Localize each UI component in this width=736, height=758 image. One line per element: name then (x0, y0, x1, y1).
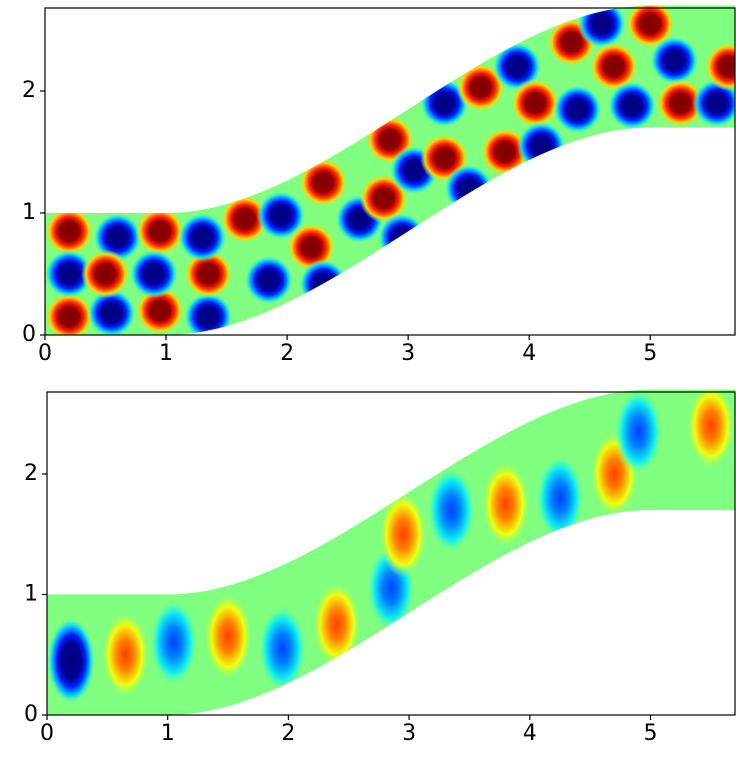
field-spot (87, 288, 136, 336)
x-tick-label: 3 (402, 721, 416, 746)
field-spot (456, 62, 506, 112)
x-tick-label: 1 (161, 721, 175, 746)
field-spot (184, 292, 233, 336)
x-tick-label: 4 (523, 721, 537, 746)
x-tick-label: 5 (643, 341, 657, 366)
field-spot (510, 78, 560, 128)
field-spot (516, 121, 566, 171)
x-tick-label: 4 (522, 341, 536, 366)
field-spot (135, 206, 185, 256)
field-spot (135, 286, 185, 335)
field-spot (203, 593, 253, 681)
field-spot (312, 581, 361, 668)
plot-panel: 0 1 2 3 4 5 0 1 2 (24, 389, 736, 746)
x-tick-label: 1 (159, 341, 173, 366)
field-spot (81, 249, 130, 299)
field-spot (286, 222, 336, 272)
y-tick-label: 0 (22, 322, 36, 347)
field-spot (650, 36, 699, 85)
field-spot (184, 249, 233, 299)
field-spot (577, 5, 627, 49)
field-spot (614, 389, 663, 476)
field-spot (444, 164, 494, 213)
field-spot (299, 259, 348, 309)
field-layer (45, 5, 735, 336)
field-spot (553, 84, 603, 134)
field-spot (258, 605, 307, 693)
field-spot (256, 191, 306, 240)
field-spot (177, 212, 227, 262)
field-spot (149, 599, 198, 687)
field-spot (45, 292, 94, 336)
field-spot (589, 42, 639, 91)
field-spot (625, 5, 675, 49)
field-spot (692, 78, 735, 128)
field-spot (535, 454, 585, 542)
x-tick-label: 5 (644, 721, 658, 746)
axes-frame (46, 391, 736, 716)
field-spot (492, 42, 542, 91)
field-spot (656, 78, 705, 128)
field-spot (129, 249, 179, 299)
y-tick-label: 0 (24, 702, 38, 727)
x-tick-label: 2 (281, 721, 295, 746)
field-spot (220, 194, 270, 244)
field-spot (101, 611, 150, 699)
axes-frame (44, 7, 736, 336)
field-spot (47, 617, 96, 705)
x-tick-label: 0 (40, 721, 54, 746)
y-tick-label: 2 (22, 78, 36, 103)
field-spot (377, 212, 427, 262)
field-spot (378, 490, 428, 578)
field-spot (481, 460, 530, 548)
field-spot (607, 81, 657, 131)
field-spot (704, 42, 735, 91)
x-tick-label: 0 (38, 341, 52, 366)
field-spot (299, 158, 348, 207)
x-tick-label: 3 (401, 341, 415, 366)
x-tick-label: 2 (280, 341, 294, 366)
plot-panel: 0 1 2 3 4 5 0 1 2 (22, 5, 736, 366)
field-spot (244, 255, 294, 305)
field-layer (47, 389, 735, 705)
y-tick-label: 1 (24, 581, 38, 606)
field-spot (45, 206, 94, 256)
field-spot (45, 249, 94, 299)
y-tick-label: 1 (22, 200, 36, 225)
field-spot (480, 127, 530, 177)
field-spot (93, 212, 143, 262)
field-spot (686, 389, 735, 470)
y-tick-label: 2 (24, 461, 38, 486)
field-spot (427, 466, 476, 554)
